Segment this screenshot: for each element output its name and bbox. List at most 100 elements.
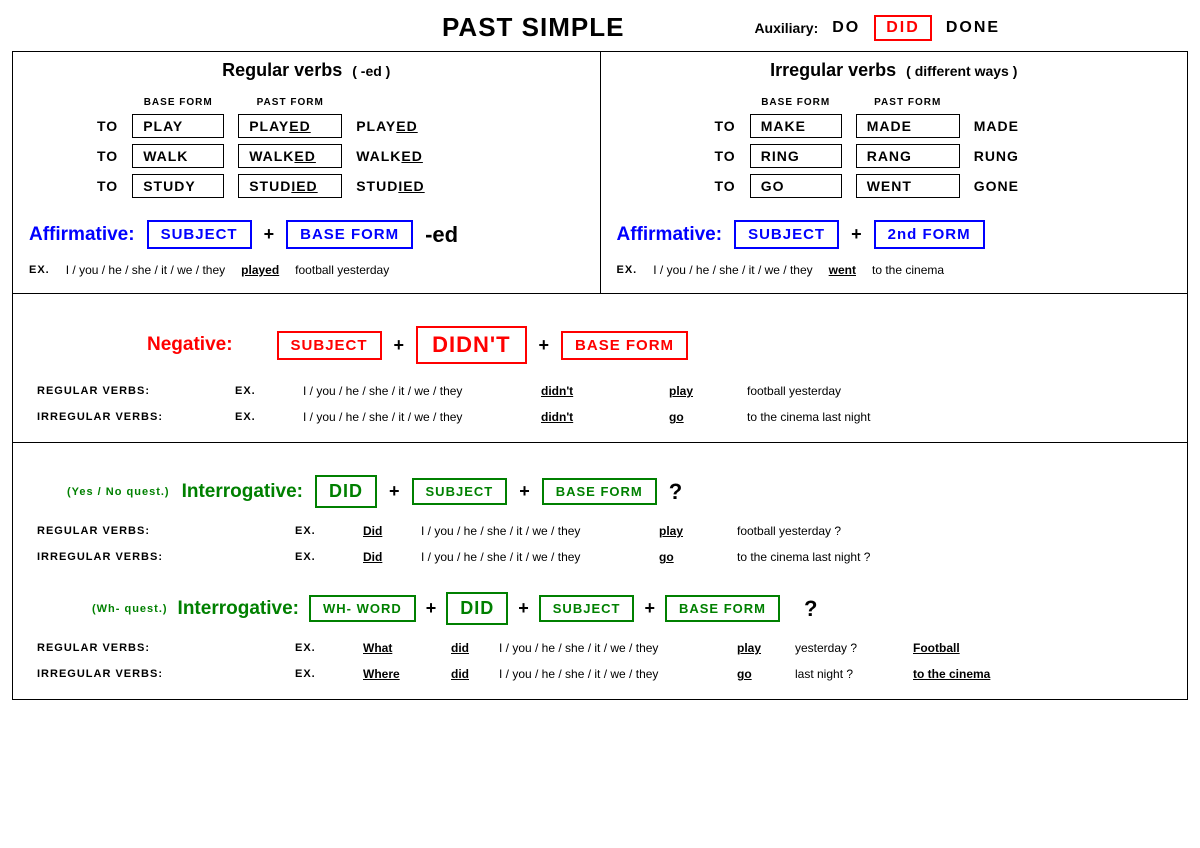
irregular-title: Irregular verbs ( different ways ) — [617, 60, 1172, 81]
top-row: Regular verbs ( -ed ) BASE FORM PAST FOR… — [13, 52, 1187, 294]
ex-label: EX. — [29, 264, 50, 276]
subject-box: SUBJECT — [147, 220, 252, 249]
pp-studied: STUDIED — [350, 172, 430, 200]
wh-regular-example: REGULAR VERBS: EX. What did I / you / he… — [37, 641, 1163, 655]
base-go: GO — [750, 174, 842, 198]
negative-label: Negative: — [147, 334, 233, 356]
negative-regular-example: REGULAR VERBS: EX. I / you / he / she / … — [37, 384, 1163, 398]
pp-made: MADE — [968, 112, 1025, 140]
subject-box: SUBJECT — [734, 220, 839, 249]
ex-label: EX. — [295, 551, 355, 563]
baseform-box: BASE FORM — [542, 478, 657, 505]
ex-label: EX. — [235, 411, 295, 423]
past-played: PLAYED — [238, 114, 342, 138]
subject-box: SUBJECT — [412, 478, 508, 505]
to-label: TO — [91, 142, 124, 170]
ex-wh: What — [363, 641, 443, 655]
plus-icon: + — [519, 481, 530, 502]
question-mark: ? — [669, 479, 682, 505]
irr-hdr-base: BASE FORM — [744, 95, 848, 110]
regular-affirmative-formula: Affirmative: SUBJECT + BASE FORM -ed — [29, 220, 584, 249]
did-box: DID — [446, 592, 508, 625]
ed-suffix: -ed — [425, 222, 458, 248]
ex-verb: go — [659, 550, 729, 564]
ex-rest: football yesterday — [747, 384, 841, 398]
base-play: PLAY — [132, 114, 224, 138]
auxiliary-label: Auxiliary: — [754, 20, 818, 36]
ex-rest: to the cinema last night — [747, 410, 870, 424]
to-label: TO — [709, 172, 742, 200]
irregular-forms: BASE FORM PAST FORM TO MAKE MADE MADE TO… — [707, 93, 1027, 202]
ex-aux: did — [451, 667, 491, 681]
ex-aux: didn't — [541, 384, 661, 398]
subject-box: SUBJECT — [277, 331, 382, 360]
ex-verb: go — [669, 410, 739, 424]
past-went: WENT — [856, 174, 960, 198]
past-made: MADE — [856, 114, 960, 138]
ex-verb: play — [669, 384, 739, 398]
affirmative-label: Affirmative: — [29, 224, 135, 246]
to-label: TO — [709, 142, 742, 170]
second-form-box: 2nd FORM — [874, 220, 985, 249]
pp-gone: GONE — [968, 172, 1025, 200]
reg-tag: REGULAR VERBS: — [37, 642, 287, 654]
regular-title: Regular verbs ( -ed ) — [29, 60, 584, 81]
past-studied: STUDIED — [238, 174, 342, 198]
pp-walked: WALKED — [350, 142, 430, 170]
interrogative-label: Interrogative: — [178, 598, 299, 620]
irregular-subtitle: ( different ways ) — [906, 63, 1017, 79]
ex-verb: play — [737, 641, 787, 655]
ex-verb: went — [829, 263, 856, 277]
affirmative-label: Affirmative: — [617, 224, 723, 246]
pp-played: PLAYED — [350, 112, 430, 140]
irr-tag: IRREGULAR VERBS: — [37, 551, 287, 563]
page-title: PAST SIMPLE — [442, 12, 624, 43]
plus-icon: + — [518, 598, 529, 619]
ex-label: EX. — [617, 264, 638, 276]
interrogative-label: Interrogative: — [182, 481, 303, 503]
reg-tag: REGULAR VERBS: — [37, 525, 287, 537]
table-row: TO RING RANG RUNG — [709, 142, 1025, 170]
whword-box: WH- WORD — [309, 595, 416, 622]
irregular-title-text: Irregular verbs — [770, 60, 896, 80]
regular-forms: BASE FORM PAST FORM TO PLAY PLAYED PLAYE… — [89, 93, 433, 202]
aux-did-box: DID — [874, 15, 932, 41]
aux-do: DO — [832, 19, 860, 37]
ex-aux: Did — [363, 524, 413, 538]
ex-verb: go — [737, 667, 787, 681]
base-ring: RING — [750, 144, 842, 168]
ex-aux: Did — [363, 550, 413, 564]
baseform-box: BASE FORM — [286, 220, 413, 249]
ex-pron: I / you / he / she / it / we / they — [421, 550, 651, 564]
regular-column: Regular verbs ( -ed ) BASE FORM PAST FOR… — [13, 52, 601, 294]
to-label: TO — [91, 172, 124, 200]
plus-icon: + — [426, 598, 437, 619]
base-study: STUDY — [132, 174, 224, 198]
irregular-affirmative-formula: Affirmative: SUBJECT + 2nd FORM — [617, 220, 1172, 249]
baseform-box: BASE FORM — [561, 331, 688, 360]
plus-icon: + — [389, 481, 400, 502]
ex-verb: play — [659, 524, 729, 538]
base-walk: WALK — [132, 144, 224, 168]
ex-label: EX. — [295, 525, 355, 537]
negative-irregular-example: IRREGULAR VERBS: EX. I / you / he / she … — [37, 410, 1163, 424]
plus-icon: + — [264, 224, 275, 245]
yesno-irregular-example: IRREGULAR VERBS: EX. Did I / you / he / … — [37, 550, 1163, 564]
table-row: TO WALK WALKED WALKED — [91, 142, 431, 170]
base-make: MAKE — [750, 114, 842, 138]
irr-hdr-past: PAST FORM — [850, 95, 966, 110]
negative-formula: Negative: SUBJECT + DIDN'T + BASE FORM — [147, 326, 1163, 364]
ex-answer: to the cinema — [913, 667, 990, 681]
regular-title-text: Regular verbs — [222, 60, 342, 80]
wh-formula: (Wh- quest.) Interrogative: WH- WORD + D… — [92, 592, 1163, 625]
pp-rung: RUNG — [968, 142, 1025, 170]
reg-hdr-base: BASE FORM — [126, 95, 230, 110]
reg-hdr-past: PAST FORM — [232, 95, 348, 110]
ex-aux: did — [451, 641, 491, 655]
table-row: TO STUDY STUDIED STUDIED — [91, 172, 431, 200]
past-walked: WALKED — [238, 144, 342, 168]
did-box: DID — [315, 475, 377, 508]
ex-pron: I / you / he / she / it / we / they — [421, 524, 651, 538]
interrogative-section: (Yes / No quest.) Interrogative: DID + S… — [13, 443, 1187, 699]
reg-tag: REGULAR VERBS: — [37, 385, 227, 397]
